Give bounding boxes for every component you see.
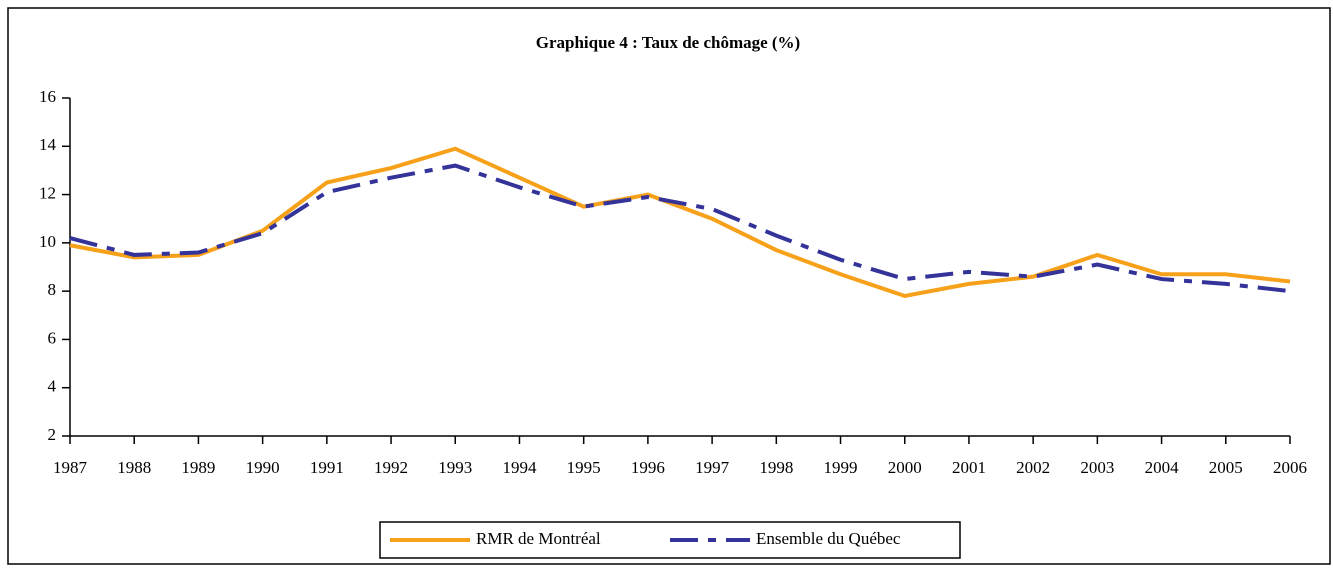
- x-tick-label: 2000: [888, 458, 922, 477]
- x-tick-label: 1990: [246, 458, 280, 477]
- x-tick-label: 1996: [631, 458, 665, 477]
- x-tick-label: 1987: [53, 458, 88, 477]
- x-tick-label: 2006: [1273, 458, 1307, 477]
- line-series: [69, 146, 1291, 299]
- x-tick-label: 1991: [310, 458, 344, 477]
- y-tick-label: 16: [39, 87, 56, 106]
- x-tick-label: 1995: [567, 458, 601, 477]
- x-tick-label: 1999: [824, 458, 858, 477]
- legend-label: Ensemble du Québec: [756, 529, 901, 548]
- x-tick-label: 1993: [438, 458, 472, 477]
- x-tick-label: 2003: [1080, 458, 1114, 477]
- chart-frame: [7, 7, 1331, 565]
- y-tick-label: 10: [39, 232, 56, 251]
- x-tick-label: 2004: [1145, 458, 1180, 477]
- y-tick-label: 6: [48, 328, 57, 347]
- y-tick-label: 12: [39, 183, 56, 202]
- x-tick-label: 1989: [181, 458, 215, 477]
- x-tick-label: 1994: [502, 458, 537, 477]
- line-series: [69, 163, 1291, 294]
- x-tick-label: 1998: [759, 458, 793, 477]
- x-tick-label: 2002: [1016, 458, 1050, 477]
- chart-title: Graphique 4 : Taux de chômage (%): [536, 33, 800, 52]
- y-tick-label: 4: [48, 377, 57, 396]
- x-tick-label: 2005: [1209, 458, 1243, 477]
- y-tick-label: 14: [39, 135, 57, 154]
- legend-label: RMR de Montréal: [476, 529, 601, 548]
- y-tick-label: 8: [48, 280, 57, 299]
- x-tick-label: 2001: [952, 458, 986, 477]
- x-tick-label: 1997: [695, 458, 730, 477]
- y-tick-label: 2: [48, 425, 57, 444]
- x-tick-label: 1992: [374, 458, 408, 477]
- x-tick-label: 1988: [117, 458, 151, 477]
